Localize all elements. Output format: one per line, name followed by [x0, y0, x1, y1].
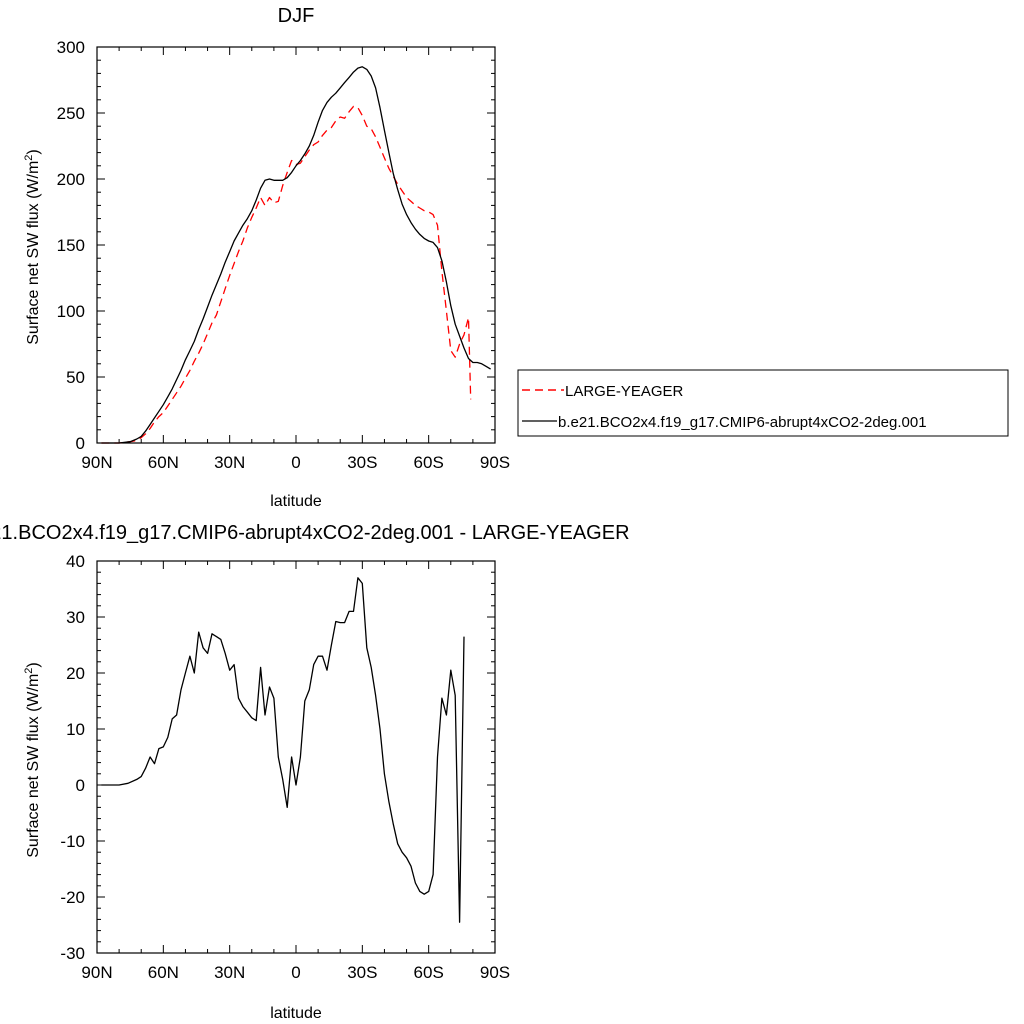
- bottom-ytick-label: 30: [66, 608, 85, 627]
- top-series-line-large-yeager: [101, 105, 472, 444]
- top-chart-legend: LARGE-YEAGER b.e21.BCO2x4.f19_g17.CMIP6-…: [517, 369, 1009, 437]
- top-xtick-label: 0: [291, 453, 300, 472]
- bottom-xtick-label: 60N: [148, 963, 179, 982]
- top-ytick-label: 300: [57, 38, 85, 57]
- bottom-xtick-label: 90N: [81, 963, 112, 982]
- bottom-chart-plot: 90N 60N 30N 0 30S 60S 90S -30 -20 -10 0 10 20 30 40: [60, 552, 510, 982]
- top-chart-plot: 90N 60N 30N 0 30S 60S 90S 0 50 100 150 200 250 300: [57, 38, 511, 472]
- bottom-chart-ylabel-main: Surface net SW flux (W/m: [25, 674, 42, 858]
- top-xtick-label: 60S: [414, 453, 444, 472]
- top-xtick-label: 30S: [347, 453, 377, 472]
- top-chart-ylabel-sup: 2: [23, 155, 35, 161]
- top-ytick-label: 50: [66, 368, 85, 387]
- bottom-chart-ylabel: Surface net SW flux (W/m2): [23, 662, 42, 858]
- top-chart-ylabel-main: Surface net SW flux (W/m: [25, 161, 42, 345]
- bottom-ytick-label: -20: [60, 888, 85, 907]
- bottom-xtick-label: 90S: [480, 963, 510, 982]
- top-xtick-label: 60N: [148, 453, 179, 472]
- top-ytick-label: 0: [76, 434, 85, 453]
- bottom-ytick-label: 0: [76, 776, 85, 795]
- top-chart-title: DJF: [278, 5, 315, 27]
- bottom-xtick-label: 60S: [414, 963, 444, 982]
- bottom-ytick-label: 10: [66, 720, 85, 739]
- legend-box: [517, 369, 1009, 437]
- bottom-ytick-label: 40: [66, 552, 85, 571]
- bottom-chart-ylabel-sup: 2: [23, 668, 35, 674]
- bottom-chart-xlabel: latitude: [270, 1005, 322, 1022]
- top-xtick-label: 90N: [81, 453, 112, 472]
- top-chart-xlabel: latitude: [270, 493, 322, 510]
- bottom-xtick-label: 30S: [347, 963, 377, 982]
- top-xtick-label: 30N: [214, 453, 245, 472]
- top-ytick-label: 150: [57, 236, 85, 255]
- bottom-xtick-label: 0: [291, 963, 300, 982]
- top-ytick-label: 100: [57, 302, 85, 321]
- bottom-ytick-label: -10: [60, 832, 85, 851]
- top-chart-ylabel: Surface net SW flux (W/m2): [23, 149, 42, 345]
- top-series-line-b-e21-bco2x4-f19-g17-cmip6-abrupt4xco2-2deg-001: [101, 66, 491, 444]
- legend-label-b-e21: b.e21.BCO2x4.f19_g17.CMIP6-abrupt4xCO2-2…: [558, 414, 927, 431]
- bottom-chart-ylabel-tail: ): [25, 662, 42, 667]
- bottom-ytick-label: -30: [60, 944, 85, 963]
- top-ytick-label: 200: [57, 170, 85, 189]
- bottom-xtick-label: 30N: [214, 963, 245, 982]
- top-ytick-label: 250: [57, 104, 85, 123]
- bottom-chart-title: b.e21.BCO2x4.f19_g17.CMIP6-abrupt4xCO2-2…: [0, 522, 630, 544]
- bottom-ytick-label: 20: [66, 664, 85, 683]
- top-chart-ylabel-tail: ): [25, 149, 42, 154]
- legend-label-large-yeager: LARGE-YEAGER: [565, 383, 684, 400]
- top-xtick-label: 90S: [480, 453, 510, 472]
- bottom-series-line-difference: [101, 577, 465, 923]
